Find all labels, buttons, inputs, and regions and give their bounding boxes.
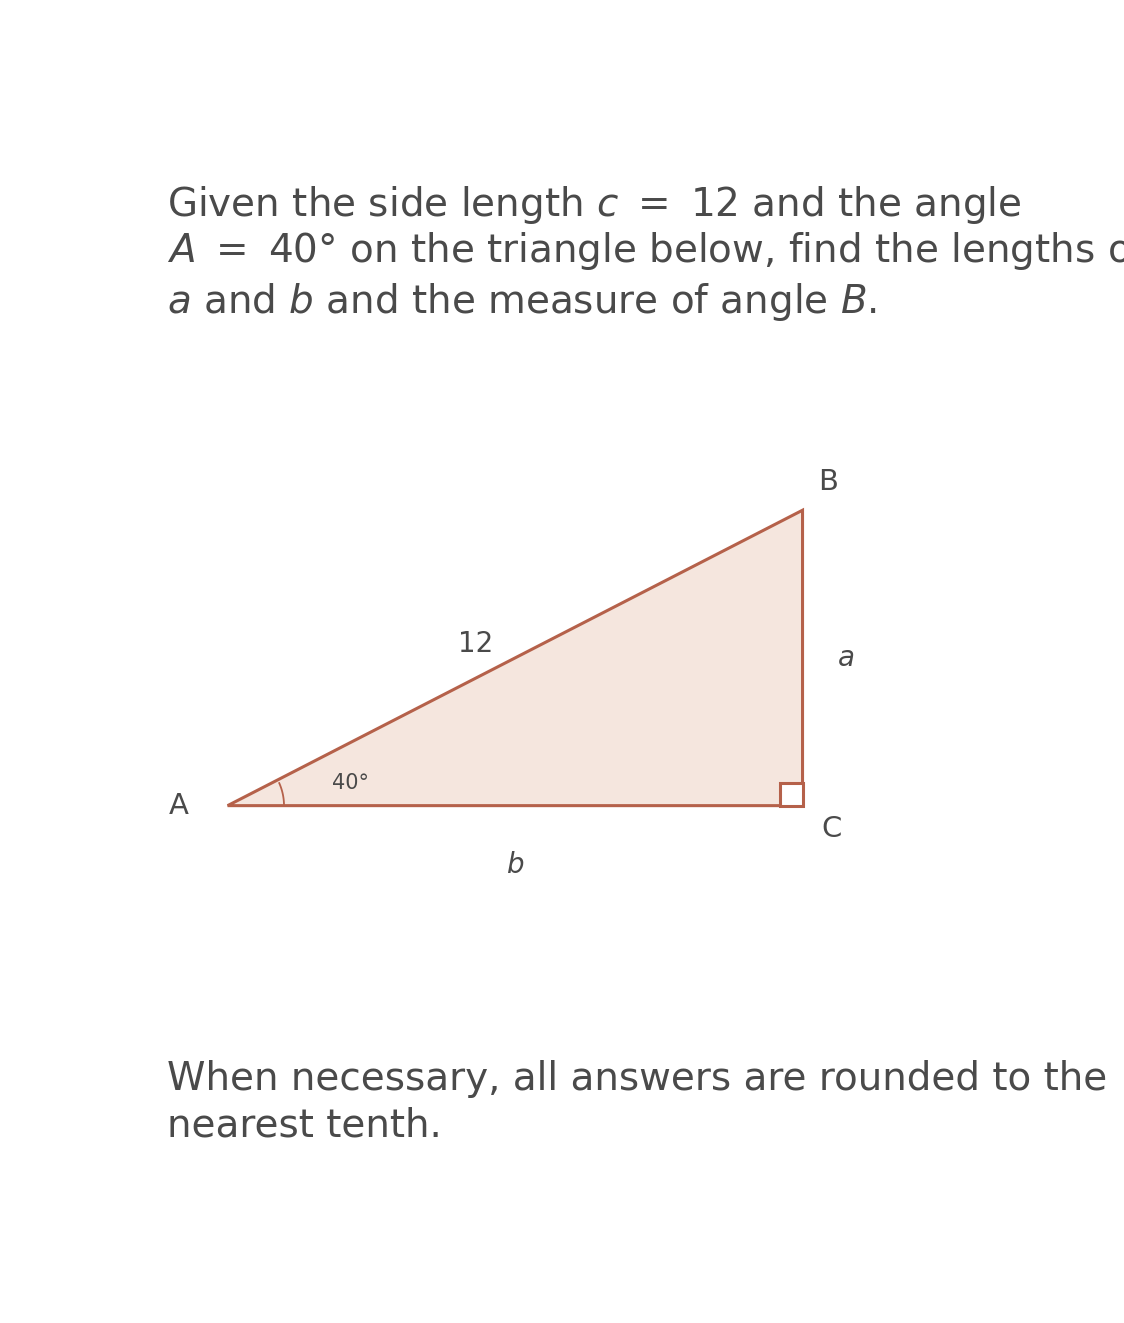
Text: $a$ and $b$ and the measure of angle $B$.: $a$ and $b$ and the measure of angle $B$… [166, 280, 877, 323]
Text: $b$: $b$ [506, 852, 524, 880]
Text: Given the side length $c$ $=$ $12$ and the angle: Given the side length $c$ $=$ $12$ and t… [166, 184, 1021, 226]
Polygon shape [780, 783, 803, 806]
Text: C: C [822, 815, 842, 843]
Text: 12: 12 [459, 630, 493, 658]
Text: B: B [818, 467, 839, 496]
Text: $A$ $=$ $40°$ on the triangle below, find the lengths of: $A$ $=$ $40°$ on the triangle below, fin… [166, 230, 1124, 273]
Text: 40°: 40° [332, 773, 369, 794]
Text: When necessary, all answers are rounded to the: When necessary, all answers are rounded … [166, 1060, 1107, 1098]
Text: A: A [169, 791, 189, 820]
Text: $a$: $a$ [837, 644, 854, 672]
Text: nearest tenth.: nearest tenth. [166, 1106, 442, 1144]
Polygon shape [227, 511, 803, 806]
